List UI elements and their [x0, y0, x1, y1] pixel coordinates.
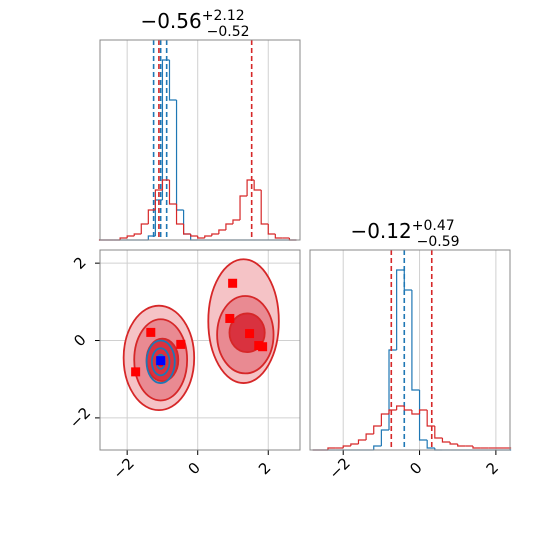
y-tick-label: 2 [70, 253, 89, 272]
contour [145, 339, 176, 384]
point [156, 356, 166, 366]
hist-step [133, 233, 142, 236]
hist-step [239, 195, 248, 220]
hist-step [373, 445, 382, 450]
hist-step [267, 224, 276, 235]
hist-step [418, 409, 428, 414]
hist-step [388, 349, 397, 430]
hist-step [197, 236, 205, 239]
hist-step [449, 442, 458, 445]
hist-step [396, 269, 405, 350]
point [131, 367, 141, 377]
x-tick-label: −2 [325, 454, 353, 482]
point [225, 313, 235, 323]
hist-step [204, 235, 212, 238]
hist-step [457, 444, 466, 447]
hist-step [168, 180, 177, 205]
hist-step [357, 439, 367, 444]
panel-frame [309, 249, 511, 451]
title-lower: −0.52 [207, 24, 250, 40]
x-tick-label: 2 [255, 459, 274, 478]
contour [150, 347, 171, 377]
x-tick-label: 0 [184, 459, 203, 478]
hist-step [246, 179, 255, 196]
title-upper: +0.47 [412, 218, 455, 234]
hist-step [380, 413, 390, 426]
point [228, 278, 238, 288]
x-tick-label: −2 [109, 454, 137, 482]
hist-step [119, 237, 128, 240]
point [245, 329, 255, 339]
hist-step [403, 270, 412, 291]
hist-step [396, 405, 405, 410]
hist-step [388, 409, 397, 414]
hist-step [190, 234, 198, 237]
hist-step [411, 410, 420, 415]
panel-title: −0.56+2.12 −0.52 [140, 8, 249, 40]
y-tick-label: −2 [66, 404, 94, 432]
hist-step [161, 179, 170, 190]
point [258, 342, 268, 352]
hist-step [218, 229, 226, 234]
hist-step [418, 390, 428, 441]
panel-frame [99, 39, 301, 241]
hist-step [472, 446, 481, 449]
hist-step [175, 204, 184, 225]
x-tick-label: 2 [483, 459, 502, 478]
hist-step [380, 429, 390, 446]
hist-step [411, 290, 420, 391]
title-lower: −0.59 [417, 234, 460, 250]
hist-step [365, 433, 374, 440]
hist-step [211, 233, 219, 236]
hist-step [327, 447, 336, 450]
hist-step [426, 440, 435, 449]
hist-step [175, 100, 184, 211]
hist-step [140, 223, 149, 234]
hist-step [168, 60, 177, 101]
hist-step [260, 190, 269, 225]
panel-title: −0.12+0.47 −0.59 [350, 218, 459, 250]
hist-step [274, 234, 283, 239]
hist-step [182, 210, 191, 235]
point [176, 339, 186, 349]
hist-step [350, 443, 359, 446]
hist-step [232, 219, 241, 224]
hist-step [147, 209, 156, 224]
title-upper: +2.12 [202, 8, 245, 24]
hist-step [253, 180, 262, 191]
hist-step [441, 438, 451, 443]
point [146, 327, 156, 337]
x-tick-label: 0 [406, 459, 425, 478]
hist-step [434, 426, 443, 439]
plot-area [100, 250, 300, 450]
hist-step [373, 425, 382, 434]
hist-step [182, 224, 191, 235]
hist-step [154, 189, 163, 210]
hist-step [342, 445, 351, 448]
hist-step [403, 406, 412, 411]
hist-step [190, 234, 198, 241]
title-value: −0.12 [350, 219, 411, 243]
y-tick-label: 0 [70, 331, 89, 350]
hist-step [225, 223, 233, 230]
hist-step [126, 235, 135, 238]
panel-frame [99, 249, 301, 451]
title-value: −0.56 [140, 9, 201, 33]
